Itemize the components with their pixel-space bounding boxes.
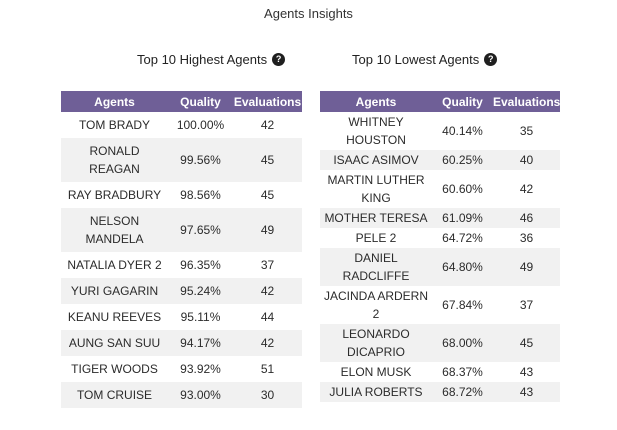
evaluations-cell: 42	[493, 170, 560, 208]
evaluations-cell: 49	[233, 208, 302, 252]
evaluations-cell: 36	[493, 228, 560, 248]
table-row[interactable]: NELSON MANDELA 97.65% 49	[61, 208, 302, 252]
quality-cell: 93.00%	[168, 382, 233, 408]
agent-name-cell: JACINDA ARDERN 2	[320, 286, 432, 324]
quality-cell: 96.35%	[168, 252, 233, 278]
quality-cell: 64.80%	[432, 248, 493, 286]
agent-name-cell: ELON MUSK	[320, 362, 432, 382]
table-row[interactable]: TIGER WOODS 93.92% 51	[61, 356, 302, 382]
evaluations-cell: 51	[233, 356, 302, 382]
help-icon[interactable]: ?	[484, 53, 498, 66]
evaluations-cell: 35	[493, 112, 560, 150]
column-header-agents[interactable]: Agents	[320, 91, 432, 112]
column-header-quality[interactable]: Quality	[168, 91, 233, 112]
quality-cell: 68.00%	[432, 324, 493, 362]
quality-cell: 100.00%	[168, 112, 233, 138]
agent-name-cell: YURI GAGARIN	[61, 278, 168, 304]
table-header-row: Agents Quality Evaluations	[320, 91, 560, 112]
evaluations-cell: 45	[233, 138, 302, 182]
evaluations-cell: 37	[233, 252, 302, 278]
table-row[interactable]: ISAAC ASIMOV 60.25% 40	[320, 150, 560, 170]
lowest-agents-title-text: Top 10 Lowest Agents	[352, 52, 480, 67]
quality-cell: 94.17%	[168, 330, 233, 356]
table-row[interactable]: TOM CRUISE 93.00% 30	[61, 382, 302, 408]
page-title: Agents Insights	[264, 6, 353, 21]
quality-cell: 99.56%	[168, 138, 233, 182]
quality-cell: 60.25%	[432, 150, 493, 170]
table-row[interactable]: LEONARDO DICAPRIO 68.00% 45	[320, 324, 560, 362]
quality-cell: 68.72%	[432, 382, 493, 402]
quality-cell: 67.84%	[432, 286, 493, 324]
agent-name-cell: MARTIN LUTHER KING	[320, 170, 432, 208]
column-header-quality[interactable]: Quality	[432, 91, 493, 112]
quality-cell: 64.72%	[432, 228, 493, 248]
agent-name-cell: RONALD REAGAN	[61, 138, 168, 182]
agent-name-cell: LEONARDO DICAPRIO	[320, 324, 432, 362]
table-row[interactable]: NATALIA DYER 2 96.35% 37	[61, 252, 302, 278]
agent-name-cell: WHITNEY HOUSTON	[320, 112, 432, 150]
column-header-evaluations[interactable]: Evaluations	[233, 91, 302, 112]
quality-cell: 97.65%	[168, 208, 233, 252]
agent-name-cell: JULIA ROBERTS	[320, 382, 432, 402]
evaluations-cell: 43	[493, 362, 560, 382]
agent-name-cell: NATALIA DYER 2	[61, 252, 168, 278]
lowest-agents-title: Top 10 Lowest Agents ?	[352, 52, 498, 67]
evaluations-cell: 40	[493, 150, 560, 170]
table-row[interactable]: WHITNEY HOUSTON 40.14% 35	[320, 112, 560, 150]
quality-cell: 95.24%	[168, 278, 233, 304]
agent-name-cell: TOM BRADY	[61, 112, 168, 138]
agent-name-cell: TIGER WOODS	[61, 356, 168, 382]
evaluations-cell: 46	[493, 208, 560, 228]
table-row[interactable]: ELON MUSK 68.37% 43	[320, 362, 560, 382]
table-row[interactable]: KEANU REEVES 95.11% 44	[61, 304, 302, 330]
highest-agents-table: Agents Quality Evaluations TOM BRADY 100.…	[61, 91, 302, 408]
quality-cell: 60.60%	[432, 170, 493, 208]
table-row[interactable]: MARTIN LUTHER KING 60.60% 42	[320, 170, 560, 208]
table-row[interactable]: AUNG SAN SUU 94.17% 42	[61, 330, 302, 356]
evaluations-cell: 44	[233, 304, 302, 330]
lowest-agents-table: Agents Quality Evaluations WHITNEY HOUST…	[320, 91, 560, 402]
table-row[interactable]: RAY BRADBURY 98.56% 45	[61, 182, 302, 208]
evaluations-cell: 45	[493, 324, 560, 362]
help-icon[interactable]: ?	[272, 53, 286, 66]
evaluations-cell: 30	[233, 382, 302, 408]
agent-name-cell: PELE 2	[320, 228, 432, 248]
agent-name-cell: TOM CRUISE	[61, 382, 168, 408]
table-row[interactable]: TOM BRADY 100.00% 42	[61, 112, 302, 138]
agent-name-cell: AUNG SAN SUU	[61, 330, 168, 356]
quality-cell: 93.92%	[168, 356, 233, 382]
agent-name-cell: RAY BRADBURY	[61, 182, 168, 208]
evaluations-cell: 42	[233, 112, 302, 138]
highest-agents-title: Top 10 Highest Agents ?	[137, 52, 286, 67]
evaluations-cell: 45	[233, 182, 302, 208]
table-header-row: Agents Quality Evaluations	[61, 91, 302, 112]
evaluations-cell: 42	[233, 278, 302, 304]
highest-agents-title-text: Top 10 Highest Agents	[137, 52, 268, 67]
evaluations-cell: 43	[493, 382, 560, 402]
agent-name-cell: NELSON MANDELA	[61, 208, 168, 252]
agent-name-cell: MOTHER TERESA	[320, 208, 432, 228]
evaluations-cell: 42	[233, 330, 302, 356]
table-row[interactable]: DANIEL RADCLIFFE 64.80% 49	[320, 248, 560, 286]
table-row[interactable]: RONALD REAGAN 99.56% 45	[61, 138, 302, 182]
column-header-agents[interactable]: Agents	[61, 91, 168, 112]
quality-cell: 61.09%	[432, 208, 493, 228]
table-row[interactable]: JACINDA ARDERN 2 67.84% 37	[320, 286, 560, 324]
evaluations-cell: 49	[493, 248, 560, 286]
quality-cell: 98.56%	[168, 182, 233, 208]
table-row[interactable]: YURI GAGARIN 95.24% 42	[61, 278, 302, 304]
agent-name-cell: DANIEL RADCLIFFE	[320, 248, 432, 286]
table-row[interactable]: JULIA ROBERTS 68.72% 43	[320, 382, 560, 402]
table-row[interactable]: MOTHER TERESA 61.09% 46	[320, 208, 560, 228]
quality-cell: 40.14%	[432, 112, 493, 150]
quality-cell: 95.11%	[168, 304, 233, 330]
quality-cell: 68.37%	[432, 362, 493, 382]
agent-name-cell: ISAAC ASIMOV	[320, 150, 432, 170]
column-header-evaluations[interactable]: Evaluations	[493, 91, 560, 112]
evaluations-cell: 37	[493, 286, 560, 324]
table-row[interactable]: PELE 2 64.72% 36	[320, 228, 560, 248]
agent-name-cell: KEANU REEVES	[61, 304, 168, 330]
